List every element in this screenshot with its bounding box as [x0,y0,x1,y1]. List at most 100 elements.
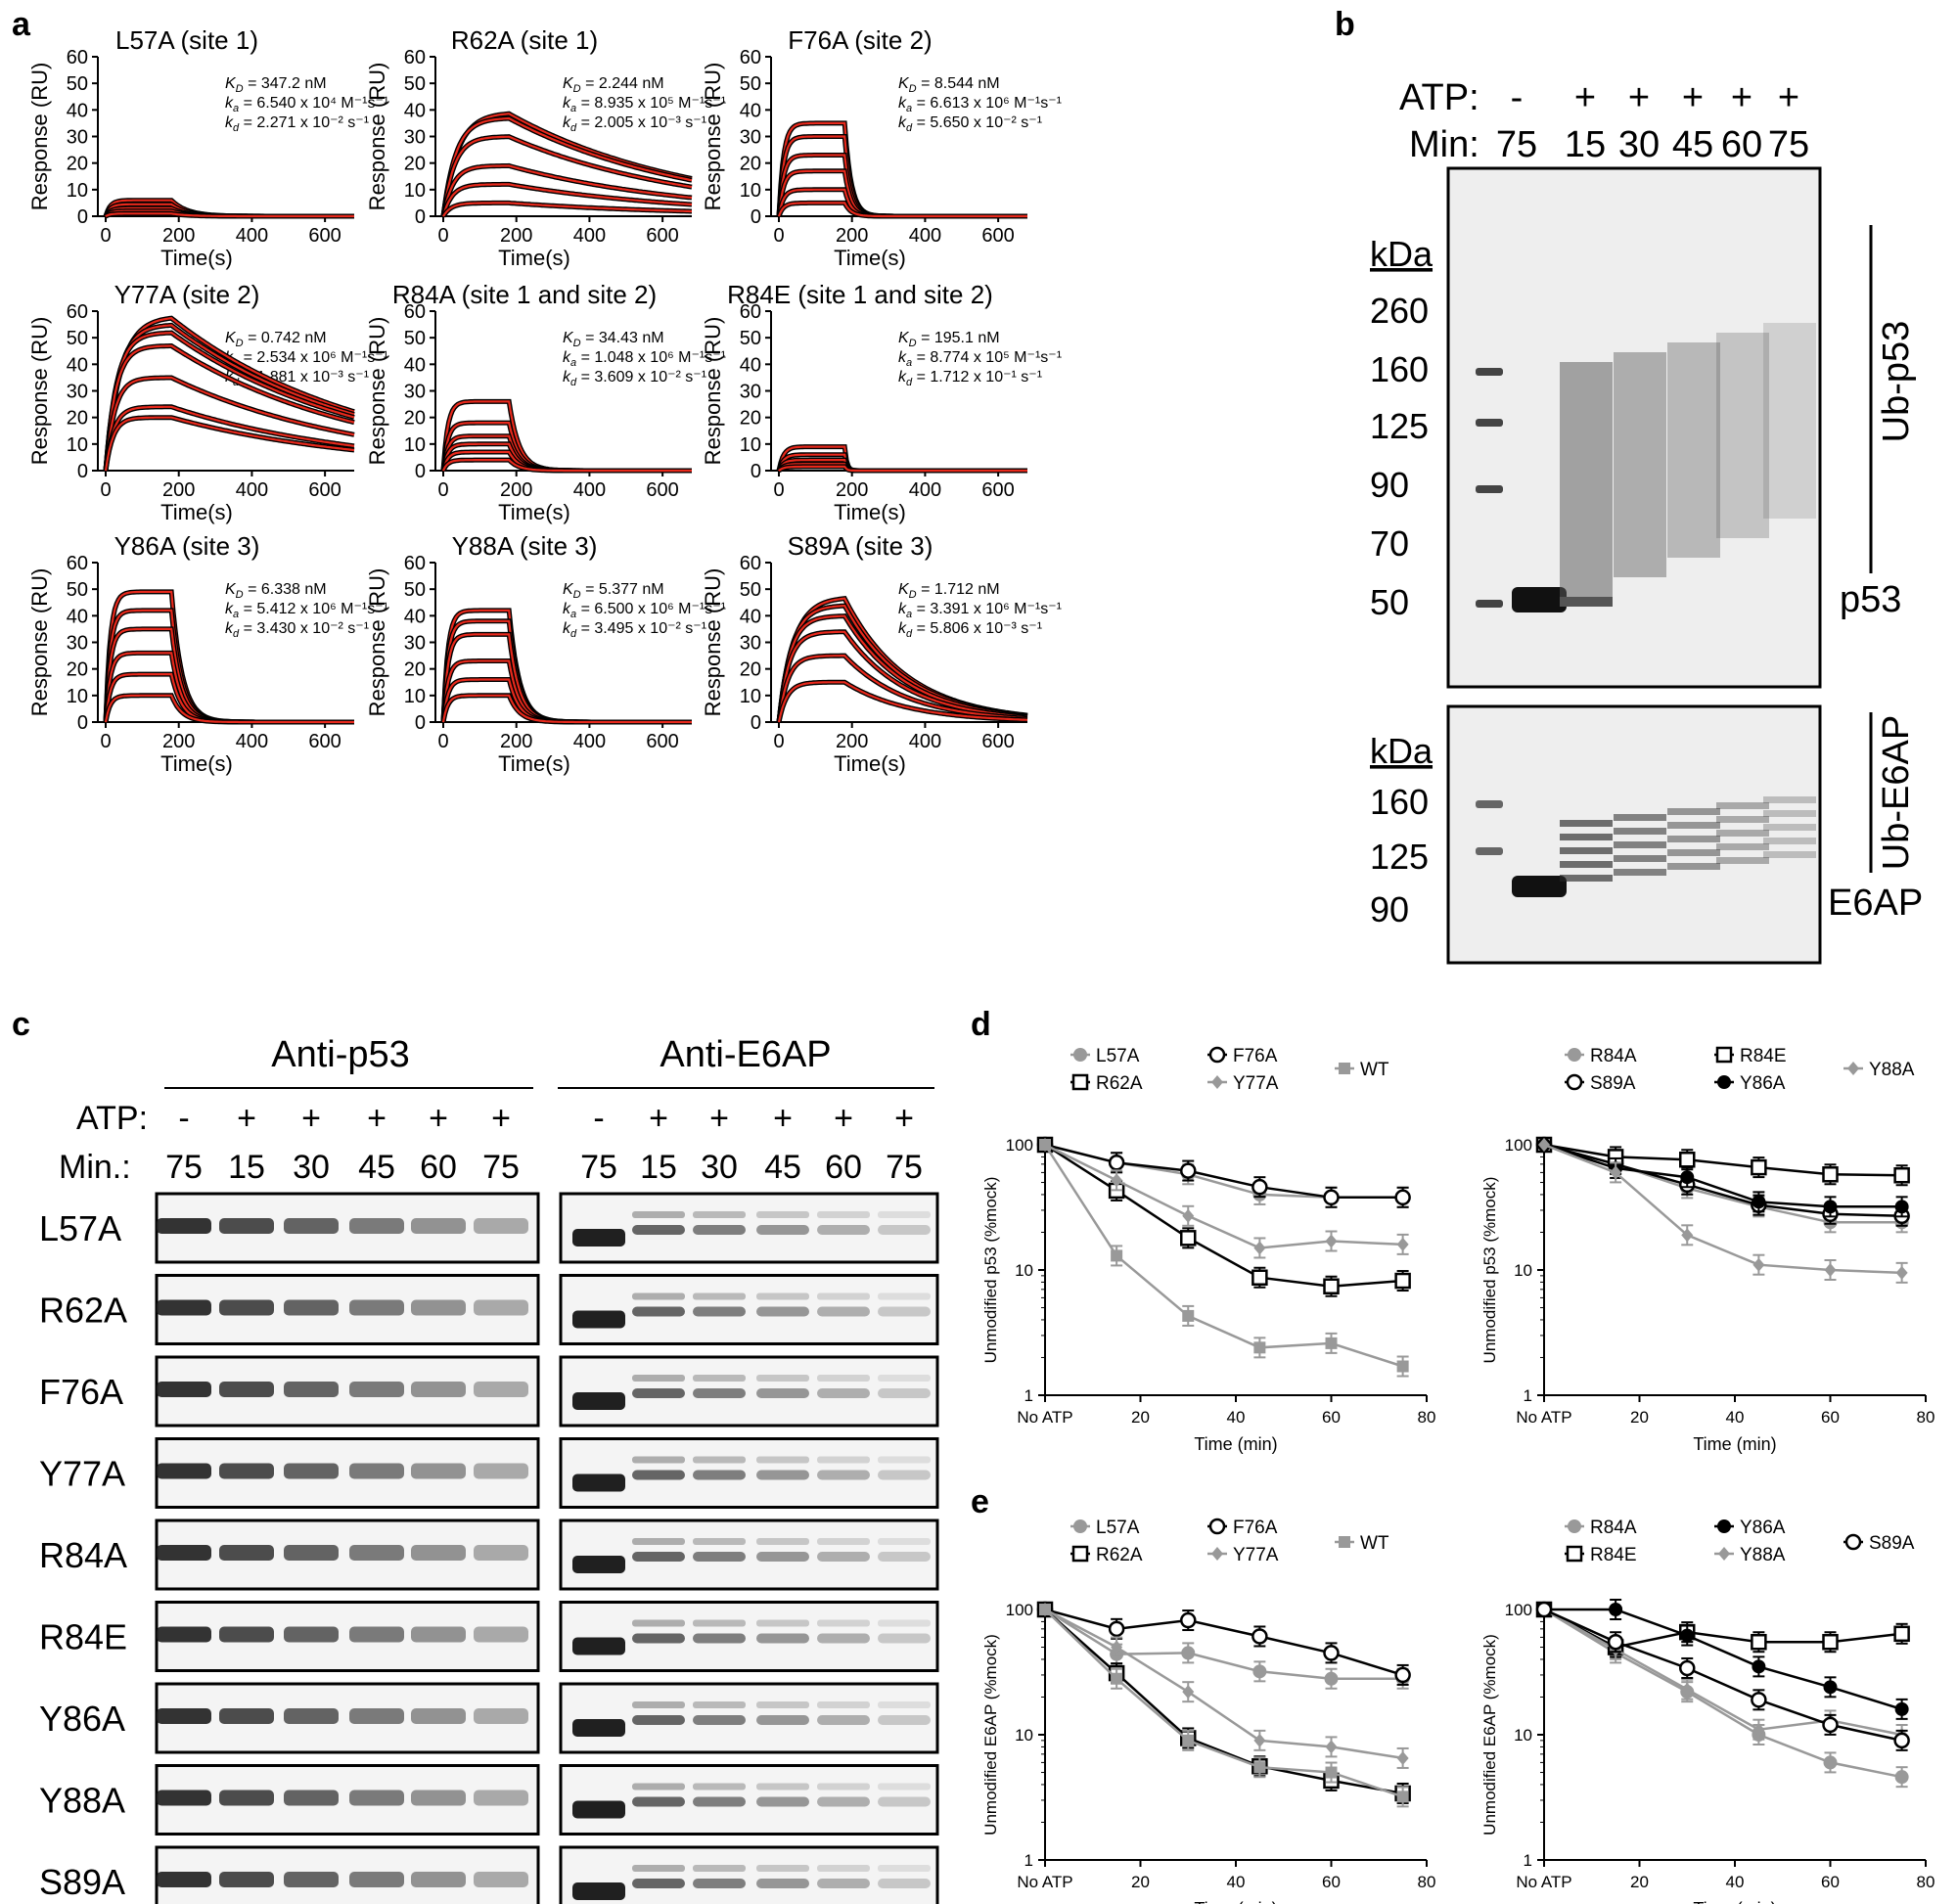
p53-band [474,1708,528,1724]
sensorgram-fit [441,183,693,217]
legend-label: Y77A [1233,1545,1279,1565]
series-line [1544,1608,1902,1711]
atp-sign: + [649,1100,668,1137]
x-tick-label: 600 [308,225,341,247]
p53-band [157,1218,211,1234]
western-blot-grid: Anti-p53 Anti-E6AP ATP: Min.: - - + + + + + + + + + +75… [39,1034,939,1904]
y-tick-label: 50 [740,579,761,601]
y-tick-label: 60 [67,553,88,574]
panel-title: Y88A (site 3) [452,531,598,561]
sensorgram-fit [104,324,355,472]
ka-value: = 8.774 x 10⁵ M⁻¹s⁻¹ [912,349,1062,366]
e6ap-band [878,1552,931,1562]
y-tick-label: 20 [740,659,761,681]
y-axis-label: Response (RU) [365,63,389,211]
atp-sign: + [301,1100,321,1137]
ka-symbol: k [563,601,571,617]
p53-band [284,1872,339,1887]
ka-symbol: k [225,601,234,617]
marker-circle [1823,1755,1838,1770]
x-tick-label: No ATP [1017,1408,1072,1427]
legend-label: Y86A [1740,1073,1786,1094]
y-tick-label: 0 [751,206,761,228]
marker-circle [1894,1770,1909,1785]
sensorgram-fit [441,116,693,217]
y-tick-label: 1 [1024,1386,1033,1405]
ub-e6ap-band [693,1619,746,1627]
legend-label: Y88A [1869,1060,1915,1080]
p53-band [157,1790,211,1806]
y-tick-label: 20 [67,408,88,430]
y-tick-label: 50 [67,579,88,601]
marker-square [1339,1063,1350,1074]
marker-circle [1181,1646,1196,1660]
sensorgram-fit [104,652,354,724]
y-tick-label: 10 [740,686,761,707]
marker-label: 160 [1370,782,1429,822]
p53-band [411,1872,466,1887]
marker-circle [1324,1671,1339,1686]
p53-band [349,1872,404,1887]
ub-e6ap-band [1763,810,1816,817]
x-tick-label: 400 [909,225,941,247]
marker-square [1111,1672,1123,1685]
sensorgram-fit [104,331,355,472]
e6ap-band [756,1225,809,1235]
x-axis-label: Time (min) [1194,1434,1277,1454]
series-line [1543,1143,1902,1224]
x-tick-label: 60 [1821,1408,1840,1427]
ub-e6ap-band [756,1619,809,1627]
y-axis-label: Unmodified p53 (%mock) [1480,1177,1499,1364]
marker-circle-open [1844,1533,1862,1551]
y-tick-label: 10 [67,434,88,456]
marker-diamond [1325,1234,1338,1248]
marker-circle [1752,1195,1766,1209]
sensorgram-data [776,153,1027,219]
marker-diamond [1111,1173,1123,1188]
atp-sign: + [834,1100,853,1137]
x-tick-label: 80 [1418,1408,1436,1427]
kd-constant: KD = 8.544 nM [898,75,1000,95]
series-line [1543,1143,1902,1177]
sensorgram-data [776,200,1027,219]
marker-diamond [1182,1208,1195,1223]
marker-diamond [1396,1750,1409,1765]
y-tick-label: 10 [67,180,88,202]
p53-band [157,1872,211,1887]
e6ap-band [572,1556,625,1573]
y-tick-label: 20 [740,408,761,430]
e6ap-blot-strip [559,1682,939,1754]
ka-constant: ka = 6.540 x 10⁴ M⁻¹s⁻¹ [225,95,388,114]
ub-e6ap-band [1614,828,1666,835]
ub-e6ap-band [817,1619,870,1627]
x-tick-label: 0 [773,731,784,752]
marker-circle [1823,1200,1838,1214]
p53-band [349,1626,404,1643]
ub-e6ap-band [632,1211,685,1218]
y-axis-label: Response (RU) [701,63,725,211]
y-tick-label: 20 [67,659,88,681]
ladder-band [1476,600,1503,608]
marker-diamond [1538,1138,1550,1152]
line-chart: 1 10 100 No ATP 20 40 60 80 Time (min) Unmodified… [1480,1518,1934,1904]
min-value: 75 [580,1149,617,1186]
e6ap-band [817,1552,870,1562]
legend-label: Y88A [1740,1545,1786,1565]
e6ap-band [756,1796,809,1807]
ub-e6ap-band [878,1701,931,1708]
panel-letter-b: b [1335,6,1355,43]
y-tick-label: 0 [415,712,426,734]
x-tick-label: 0 [100,731,111,752]
marker-circle [1609,1603,1623,1616]
marker-square-open [1071,1545,1089,1563]
marker-diamond [1824,1263,1837,1277]
koff-value: = 2.005 x 10⁻³ s⁻¹ [576,114,706,131]
kd-symbol: K [898,330,910,346]
ub-e6ap-band [756,1865,809,1872]
sensorgram-fit [104,672,354,724]
ka-symbol: k [225,95,234,112]
x-tick-label: 80 [1418,1873,1436,1891]
ub-smear [1667,342,1720,558]
sensorgram-data [440,677,692,725]
ub-e6ap-band [1614,855,1666,862]
